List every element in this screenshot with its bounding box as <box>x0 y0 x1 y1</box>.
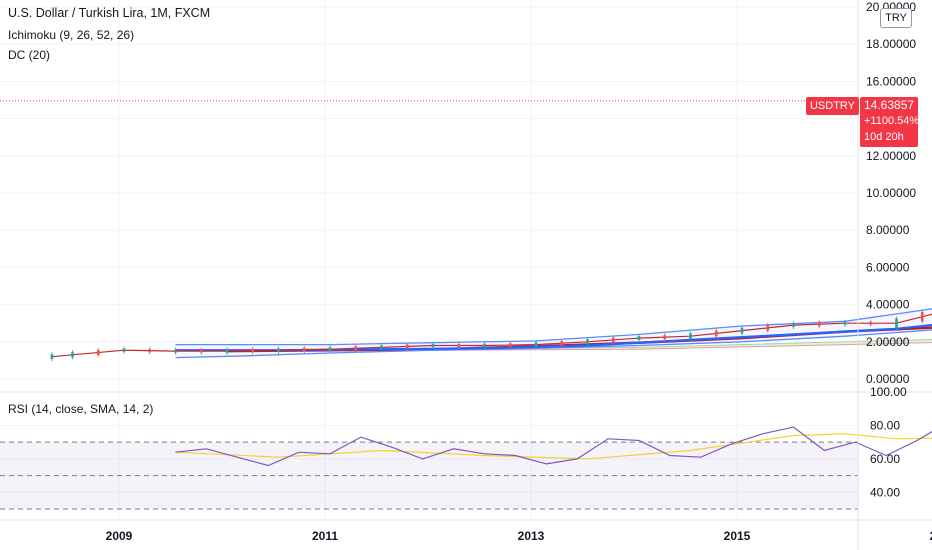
donchian-fill <box>175 308 932 358</box>
chart-title[interactable]: U.S. Dollar / Turkish Lira, 1M, FXCM <box>8 6 211 20</box>
y-tick-label: 12.00000 <box>866 149 916 163</box>
last-price-label: 14.63857 +1100.54% 10d 20h <box>860 97 920 147</box>
candle-body <box>766 324 770 331</box>
candle-body <box>637 336 641 341</box>
candle-body <box>199 349 203 353</box>
rsi-band <box>0 441 858 510</box>
x-tick-label: 2017 <box>930 529 932 543</box>
rsi-tick-label: 80.00 <box>870 418 900 432</box>
candle-body <box>328 347 332 352</box>
candle-body <box>534 342 538 347</box>
donchian-lower <box>175 329 932 359</box>
candle-body <box>277 348 280 352</box>
candle-body <box>663 335 667 340</box>
candle-body <box>174 349 177 353</box>
candle-body <box>714 330 718 337</box>
candle-body <box>508 343 512 347</box>
candle-body <box>817 322 821 327</box>
candle-body <box>380 345 383 350</box>
candle-body <box>71 352 74 358</box>
x-tick-label: 2015 <box>724 529 751 543</box>
candle-body <box>586 339 589 345</box>
currency-button[interactable]: TRY <box>880 8 912 28</box>
rsi-tick-label: 40.00 <box>870 485 900 499</box>
candle-body <box>302 347 306 352</box>
rsi-legend[interactable]: RSI (14, close, SMA, 14, 2) <box>8 402 154 416</box>
x-tick-label: 2011 <box>312 529 338 543</box>
donchian-basis <box>175 323 932 352</box>
ichimoku-span-b <box>432 342 932 351</box>
ichimoku-span-a <box>432 338 932 350</box>
candle-body <box>457 344 461 348</box>
candle-body <box>148 348 152 353</box>
y-tick-label: 18.00000 <box>866 37 916 51</box>
donchian-upper <box>175 308 932 346</box>
y-tick-label: 2.00000 <box>866 335 910 349</box>
candle-body <box>792 323 795 328</box>
candle-body <box>920 311 924 322</box>
candle-body <box>689 333 692 340</box>
candle-body <box>560 340 564 346</box>
candle-body <box>225 349 229 353</box>
candle-body <box>122 348 126 352</box>
grid-lines <box>0 0 858 520</box>
y-tick-label: 6.00000 <box>866 260 910 274</box>
symbol-label: USDTRY <box>806 97 859 115</box>
y-tick-label: 16.00000 <box>866 74 916 88</box>
rsi-tick-label: 60.00 <box>870 452 900 466</box>
candle-body <box>251 348 255 353</box>
ichimoku-legend[interactable]: Ichimoku (9, 26, 52, 26) <box>8 28 135 42</box>
last-price-value: 14.63857 <box>864 98 915 112</box>
x-tick-label: 2009 <box>106 529 133 543</box>
candle-body <box>843 321 847 325</box>
rsi-ma-line <box>175 433 932 460</box>
rsi-indicator <box>175 426 932 467</box>
y-tick-label: 0.00000 <box>866 372 910 386</box>
price-line <box>51 313 932 358</box>
rsi-tick-label: 100.00 <box>870 385 907 399</box>
candle-body <box>611 337 615 343</box>
candle-body <box>50 354 54 360</box>
candle-body <box>354 346 358 351</box>
donchian-legend[interactable]: DC (20) <box>8 48 51 62</box>
candle-body <box>96 349 100 356</box>
bar-countdown: 10d 20h <box>864 131 904 143</box>
rsi-line <box>175 426 932 467</box>
candle-body <box>740 327 744 334</box>
y-tick-label: 10.00000 <box>866 186 916 200</box>
donchian-channel <box>175 308 932 359</box>
candle-body <box>431 344 435 348</box>
price-change: +1100.54% <box>864 115 920 127</box>
price-series <box>0 100 932 362</box>
y-tick-label: 4.00000 <box>866 298 910 312</box>
y-tick-label: 8.00000 <box>866 223 910 237</box>
candle-body <box>869 321 873 325</box>
x-tick-label: 2013 <box>518 529 545 543</box>
candle-body <box>483 343 486 348</box>
candle-body <box>405 344 409 349</box>
candle-body <box>895 318 898 328</box>
